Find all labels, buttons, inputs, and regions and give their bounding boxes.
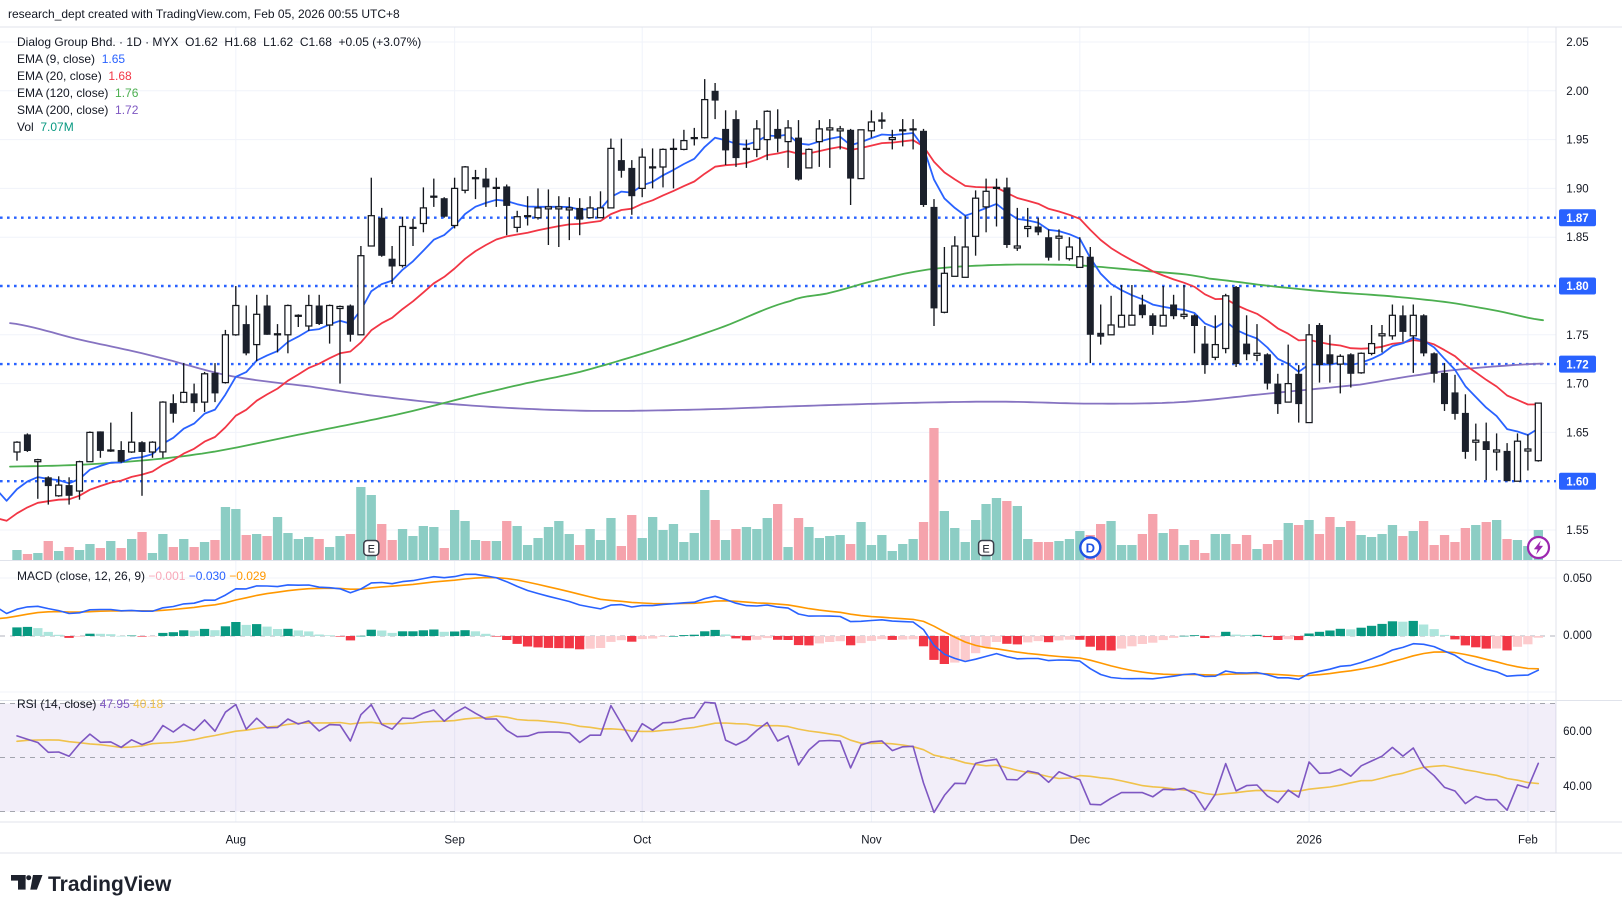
svg-text:2.05: 2.05 [1566,37,1588,49]
svg-text:1.90: 1.90 [1566,183,1588,195]
svg-text:40.00: 40.00 [1563,781,1592,793]
svg-text:1.87: 1.87 [1566,213,1588,225]
svg-text:SMA (200, close) 1.72: SMA (200, close) 1.72 [17,103,139,117]
svg-text:1.60: 1.60 [1566,476,1588,488]
svg-text:1.72: 1.72 [1566,359,1588,371]
svg-text:2.00: 2.00 [1566,86,1588,98]
svg-text:1.75: 1.75 [1566,330,1588,342]
svg-text:Dialog Group Bhd. · 1D · MYX: Dialog Group Bhd. · 1D · MYX O1.62 H1.68… [17,35,421,49]
svg-text:Dec: Dec [1070,835,1091,847]
svg-text:1.95: 1.95 [1566,135,1588,147]
svg-text:Vol 7.07M: Vol 7.07M [17,120,74,134]
svg-text:Aug: Aug [226,835,246,847]
svg-text:0.050: 0.050 [1563,573,1592,585]
svg-text:research_dept created with Tra: research_dept created with TradingView.c… [8,7,400,21]
svg-text:D: D [1086,541,1095,556]
svg-text:1.80: 1.80 [1566,281,1588,293]
svg-text:EMA (9, close) 1.65: EMA (9, close) 1.65 [17,52,125,66]
svg-text:1.65: 1.65 [1566,427,1588,439]
svg-text:Oct: Oct [633,835,652,847]
svg-text:Nov: Nov [861,835,882,847]
svg-text:RSI (14, close) 47.95 40.18: RSI (14, close) 47.95 40.18 [17,697,163,711]
svg-text:Feb: Feb [1518,835,1538,847]
svg-text:1.55: 1.55 [1566,525,1588,537]
svg-text:TradingView: TradingView [48,873,172,896]
svg-text:Sep: Sep [444,835,464,847]
svg-text:MACD (close, 12, 26, 9) −0.001: MACD (close, 12, 26, 9) −0.001 −0.030 −0… [17,569,267,583]
svg-text:E: E [982,543,989,555]
svg-text:1.70: 1.70 [1566,379,1588,391]
svg-text:EMA (120, close) 1.76: EMA (120, close) 1.76 [17,86,139,100]
svg-text:0.000: 0.000 [1563,630,1592,642]
svg-text:2026: 2026 [1296,835,1322,847]
svg-text:1.85: 1.85 [1566,232,1588,244]
svg-text:E: E [368,543,375,555]
svg-text:EMA (20, close) 1.68: EMA (20, close) 1.68 [17,69,132,83]
svg-text:60.00: 60.00 [1563,726,1592,738]
